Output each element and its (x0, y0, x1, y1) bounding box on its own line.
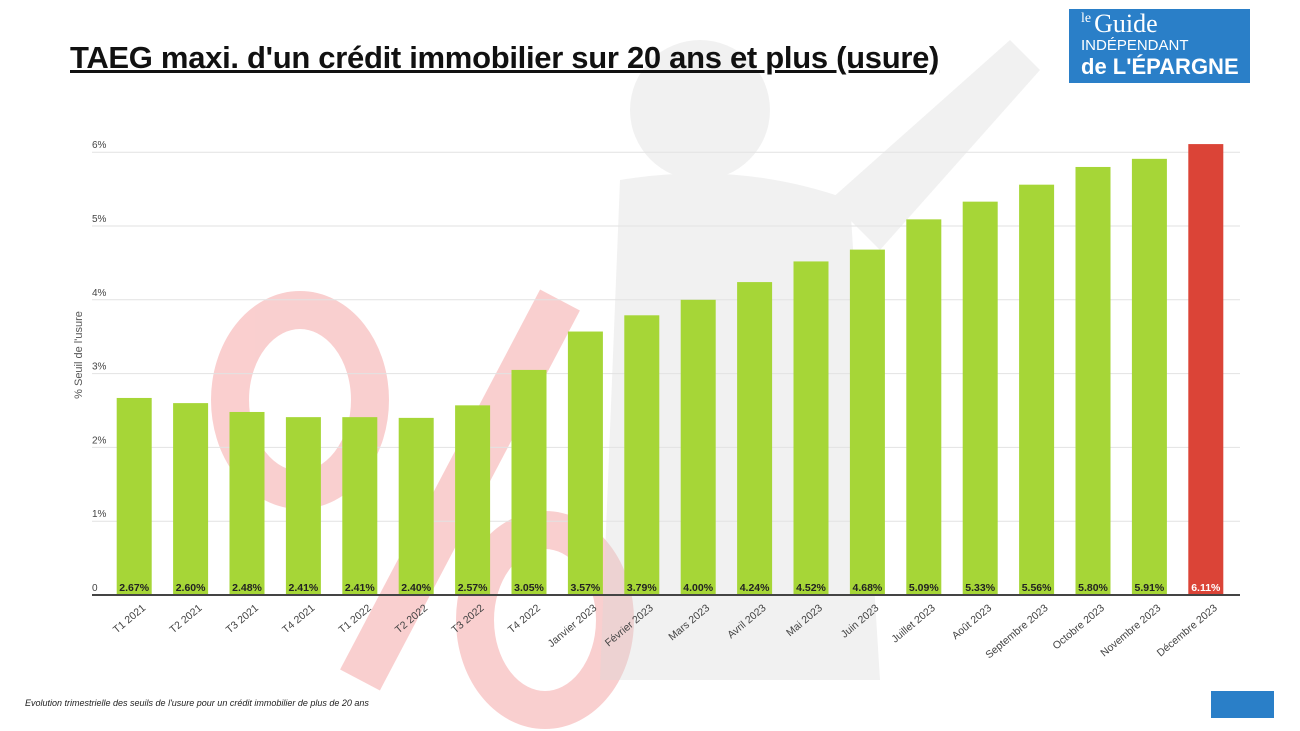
x-tick-label: T3 2021 (224, 602, 261, 636)
data-label: 4.00% (683, 582, 713, 594)
data-label: 2.41% (345, 582, 375, 594)
logo-text: de L'ÉPARGNE (1081, 54, 1239, 79)
data-label: 2.40% (401, 582, 431, 594)
data-label: 6.11% (1191, 582, 1221, 594)
logo-text: le (1081, 11, 1092, 26)
bar (1019, 184, 1055, 595)
y-axis-label: % Seuil de l'usure (73, 311, 85, 399)
data-label: 5.91% (1135, 582, 1165, 594)
data-label: 4.24% (740, 582, 770, 594)
data-label: 5.09% (909, 582, 939, 594)
bar (1075, 166, 1111, 595)
data-label: 4.68% (853, 582, 883, 594)
x-tick-label: T4 2022 (506, 602, 543, 636)
x-tick-label: Janvier 2023 (546, 602, 600, 650)
data-label: 2.41% (289, 582, 319, 594)
bar (173, 403, 209, 595)
x-tick-label: T2 2021 (167, 602, 204, 636)
x-tick-label: T4 2021 (280, 602, 317, 636)
y-tick-label: 6% (92, 140, 107, 151)
bar (962, 201, 998, 595)
y-tick-label: 2% (92, 435, 107, 446)
bar (1131, 158, 1167, 596)
guide-epargne-logo-small (1211, 691, 1274, 718)
x-tick-label: Décembre 2023 (1155, 602, 1220, 659)
bar (849, 249, 885, 595)
x-tick-label: T1 2021 (111, 602, 148, 636)
bar (567, 331, 603, 595)
logo-text: INDÉPENDANT (1081, 37, 1189, 54)
bar (285, 417, 321, 595)
guide-epargne-logo: le Guide INDÉPENDANT de L'ÉPARGNE (1069, 9, 1250, 83)
bar (116, 397, 152, 595)
data-label: 3.57% (571, 582, 601, 594)
bar (793, 261, 829, 595)
page-title: TAEG maxi. d'un crédit immobilier sur 20… (70, 40, 940, 75)
bar (1188, 144, 1224, 595)
bar (680, 299, 716, 595)
x-tick-label: Octobre 2023 (1050, 602, 1107, 652)
bar (737, 282, 773, 595)
data-label: 4.52% (796, 582, 826, 594)
y-tick-label: 5% (92, 214, 107, 225)
y-tick-label: 4% (92, 288, 107, 299)
data-label: 5.33% (965, 582, 995, 594)
bar (906, 219, 942, 595)
chart-caption: Evolution trimestrielle des seuils de l'… (25, 698, 369, 708)
bar (624, 315, 660, 595)
bar (455, 405, 491, 595)
x-tick-label: Novembre 2023 (1098, 602, 1163, 659)
logo-row: le Guide (1081, 11, 1250, 37)
bar (229, 411, 265, 595)
bar (511, 369, 547, 595)
bar (398, 417, 434, 595)
data-label: 3.79% (627, 582, 657, 594)
data-label: 5.56% (1022, 582, 1052, 594)
x-tick-label: Août 2023 (950, 602, 995, 642)
data-label: 5.80% (1078, 582, 1108, 594)
y-tick-label: 3% (92, 362, 107, 373)
bar (342, 417, 378, 595)
logo-text: Guide (1094, 9, 1158, 38)
y-tick-label: 0 (92, 583, 98, 594)
data-label: 2.48% (232, 582, 262, 594)
y-tick-label: 1% (92, 509, 107, 520)
data-label: 2.67% (119, 582, 149, 594)
data-label: 2.57% (458, 582, 488, 594)
x-tick-label: Juillet 2023 (889, 602, 938, 645)
data-label: 3.05% (514, 582, 544, 594)
data-label: 2.60% (176, 582, 206, 594)
